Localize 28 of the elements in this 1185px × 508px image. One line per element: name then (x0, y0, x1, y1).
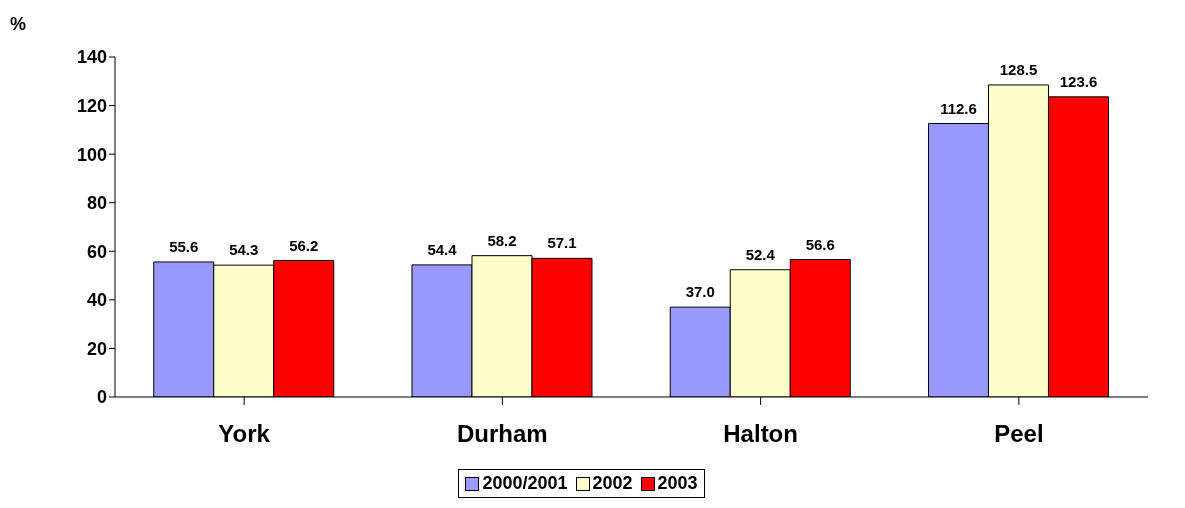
data-label: 128.5 (999, 60, 1038, 78)
data-label: 58.2 (487, 231, 517, 249)
x-tick-label: Peel (994, 420, 1044, 448)
y-tick-label: 80 (86, 193, 107, 214)
y-tick-label: 40 (86, 290, 107, 311)
data-label: 56.2 (289, 236, 319, 254)
data-label: 56.6 (805, 235, 835, 253)
x-tick-label: Halton (723, 420, 798, 448)
x-tick-label: York (218, 420, 271, 448)
y-tick-label: 100 (76, 144, 107, 165)
y-tick-label: 0 (96, 387, 107, 408)
x-tick-label: Durham (457, 420, 548, 448)
y-tick-label: 20 (86, 338, 107, 359)
data-label: 57.1 (547, 234, 577, 252)
data-label: 37.0 (685, 283, 715, 301)
legend-label: 2002 (592, 473, 633, 494)
data-label: 112.6 (940, 99, 977, 117)
y-tick-label: 60 (86, 241, 107, 262)
data-label: 55.6 (169, 237, 199, 255)
y-axis-title: % (10, 14, 27, 35)
y-tick-label: 140 (76, 47, 107, 68)
data-label: 54.3 (229, 241, 259, 259)
legend-label: 2003 (657, 473, 698, 494)
data-label: 123.6 (1059, 72, 1098, 90)
y-tick-label: 120 (76, 95, 107, 116)
data-label: 54.4 (427, 240, 458, 258)
legend-label: 2000/2001 (482, 473, 568, 494)
data-label: 52.4 (745, 245, 776, 263)
